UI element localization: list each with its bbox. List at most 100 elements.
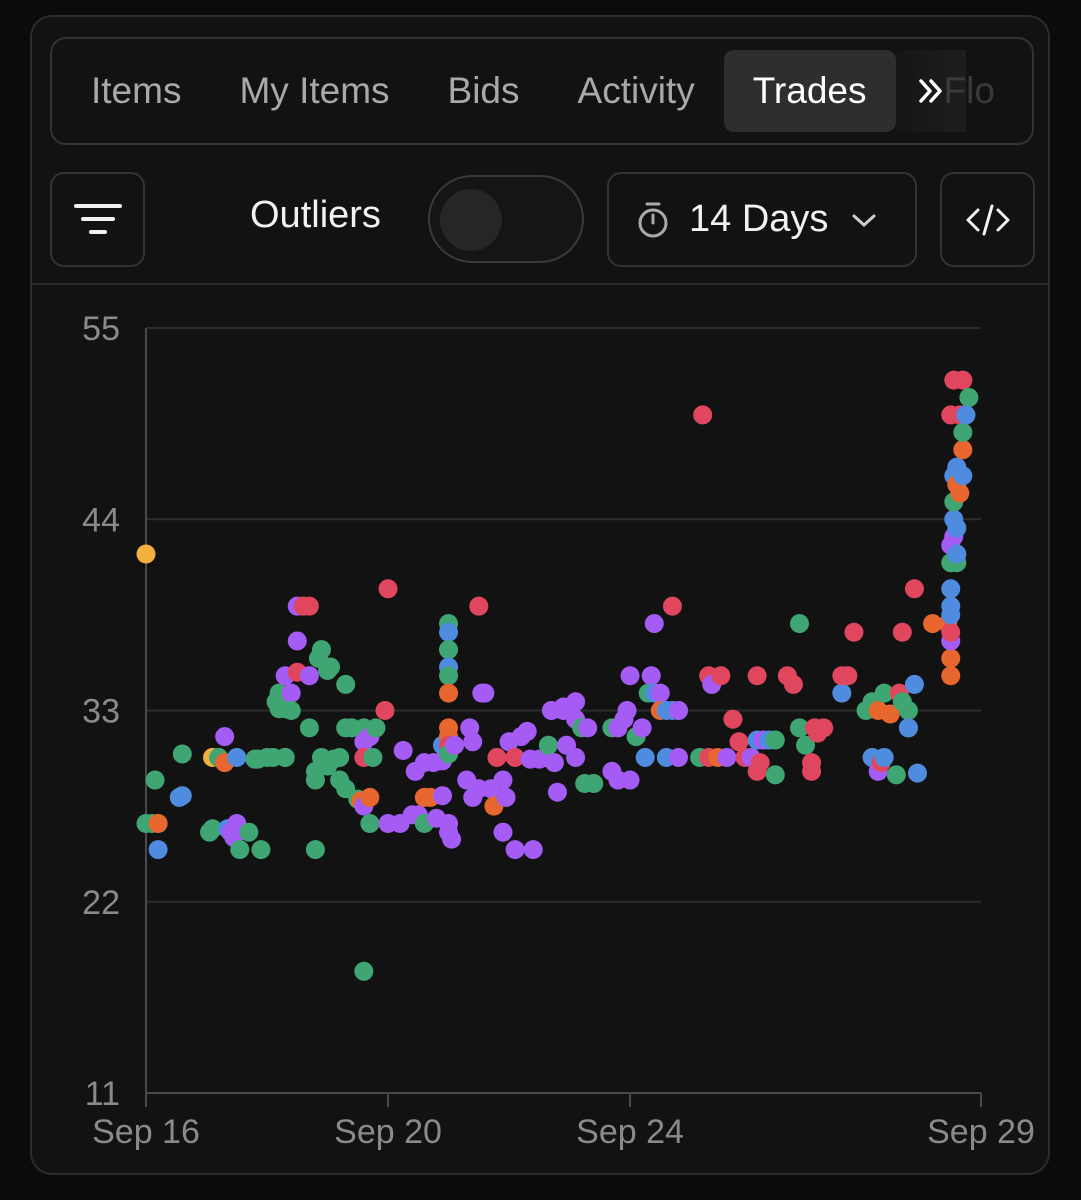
trade-point[interactable] <box>547 782 567 802</box>
trade-point[interactable] <box>765 765 785 785</box>
trade-point[interactable] <box>747 666 767 686</box>
trade-point[interactable] <box>463 732 483 752</box>
trade-point[interactable] <box>148 814 168 834</box>
trade-point[interactable] <box>617 701 637 720</box>
trade-point[interactable] <box>360 814 380 834</box>
filter-button[interactable] <box>50 172 145 267</box>
trade-point[interactable] <box>203 819 223 839</box>
trade-point[interactable] <box>172 786 192 806</box>
trade-point[interactable] <box>354 961 374 981</box>
trade-point[interactable] <box>950 483 970 503</box>
trade-point[interactable] <box>227 747 247 767</box>
trade-point[interactable] <box>442 829 462 849</box>
trade-point[interactable] <box>765 730 785 750</box>
trade-point[interactable] <box>796 735 816 755</box>
trade-point[interactable] <box>923 614 943 634</box>
trade-point[interactable] <box>148 840 168 860</box>
trade-point[interactable] <box>145 770 165 790</box>
trade-point[interactable] <box>844 622 864 642</box>
trade-point[interactable] <box>644 614 664 634</box>
trade-point[interactable] <box>892 622 912 642</box>
trade-point[interactable] <box>668 701 688 720</box>
trade-point[interactable] <box>299 718 319 738</box>
trade-point[interactable] <box>880 704 900 724</box>
trade-point[interactable] <box>287 631 307 651</box>
trade-point[interactable] <box>305 840 325 860</box>
trade-point[interactable] <box>904 674 924 694</box>
trade-point[interactable] <box>432 786 452 806</box>
trade-point[interactable] <box>641 666 661 686</box>
trade-point[interactable] <box>947 544 967 564</box>
trade-point[interactable] <box>281 701 301 720</box>
trade-point[interactable] <box>505 840 525 860</box>
trade-point[interactable] <box>941 579 961 599</box>
trade-point[interactable] <box>566 747 586 767</box>
trade-point[interactable] <box>789 718 809 738</box>
trade-point[interactable] <box>505 747 525 767</box>
time-range-select[interactable]: 14 Days <box>607 172 917 267</box>
trade-point[interactable] <box>907 763 927 783</box>
trade-point[interactable] <box>445 735 465 755</box>
trade-point[interactable] <box>305 770 325 790</box>
trade-point[interactable] <box>886 765 906 785</box>
trade-point[interactable] <box>898 701 918 720</box>
trade-point[interactable] <box>496 787 516 807</box>
trade-point[interactable] <box>635 747 655 767</box>
trade-point[interactable] <box>172 744 192 764</box>
trade-point[interactable] <box>832 683 852 703</box>
trade-point[interactable] <box>475 683 495 703</box>
trade-point[interactable] <box>953 422 973 442</box>
trade-point[interactable] <box>375 701 395 720</box>
trade-point[interactable] <box>789 614 809 634</box>
trade-point[interactable] <box>469 596 489 616</box>
trade-point[interactable] <box>299 666 319 686</box>
trade-point[interactable] <box>941 648 961 668</box>
trade-point[interactable] <box>650 683 670 703</box>
trade-point[interactable] <box>898 718 918 738</box>
trade-point[interactable] <box>956 405 976 425</box>
trade-point[interactable] <box>230 840 250 860</box>
trade-point[interactable] <box>321 657 341 677</box>
trade-point[interactable] <box>360 787 380 807</box>
tab-bids[interactable]: Bids <box>447 70 520 111</box>
trade-point[interactable] <box>750 753 770 773</box>
trade-point[interactable] <box>215 727 235 747</box>
tab-trades[interactable]: Trades <box>723 50 896 132</box>
embed-code-button[interactable] <box>940 172 1035 267</box>
trade-point[interactable] <box>941 622 961 642</box>
trade-point[interactable] <box>668 747 688 767</box>
trade-point[interactable] <box>584 774 604 794</box>
trade-point[interactable] <box>281 683 301 703</box>
trade-point[interactable] <box>439 666 459 686</box>
trade-point[interactable] <box>632 718 652 738</box>
trade-point[interactable] <box>239 822 259 842</box>
trade-point[interactable] <box>363 747 383 767</box>
tab-my-items[interactable]: My Items <box>239 70 390 111</box>
trade-point[interactable] <box>251 840 271 860</box>
trade-point[interactable] <box>959 388 979 408</box>
trade-point[interactable] <box>439 683 459 703</box>
trade-point[interactable] <box>941 666 961 686</box>
trade-point[interactable] <box>802 761 822 781</box>
trade-point[interactable] <box>336 674 356 694</box>
trade-point[interactable] <box>517 721 537 741</box>
trade-point[interactable] <box>538 735 558 755</box>
trade-point[interactable] <box>311 640 331 660</box>
trade-point[interactable] <box>136 544 156 564</box>
trade-point[interactable] <box>723 709 743 729</box>
trade-point[interactable] <box>717 747 737 767</box>
trade-point[interactable] <box>487 747 507 767</box>
trade-point[interactable] <box>275 747 295 767</box>
trade-point[interactable] <box>566 692 586 712</box>
trade-point[interactable] <box>729 732 749 752</box>
trade-point[interactable] <box>947 518 967 538</box>
trade-point[interactable] <box>544 753 564 773</box>
tab-overflow-label[interactable]: Flo <box>943 70 995 111</box>
trade-point[interactable] <box>493 770 513 790</box>
trade-point[interactable] <box>578 718 598 738</box>
trade-point[interactable] <box>953 440 973 460</box>
trade-point[interactable] <box>620 770 640 790</box>
trade-point[interactable] <box>620 666 640 686</box>
trade-point[interactable] <box>693 405 713 425</box>
trade-point[interactable] <box>874 683 894 703</box>
